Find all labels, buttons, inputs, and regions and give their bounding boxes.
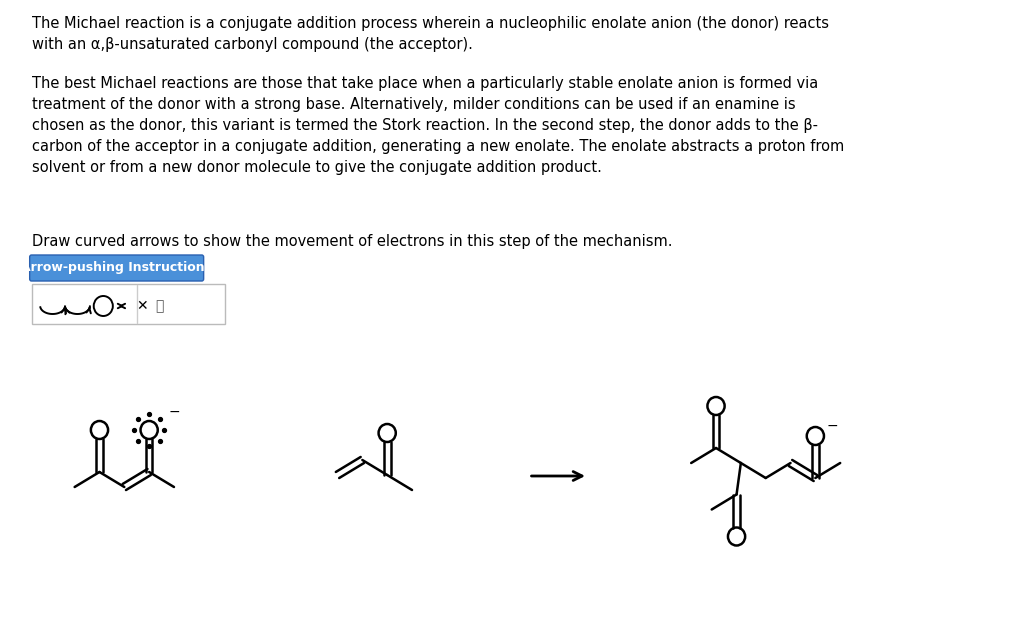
Text: 🗑: 🗑 bbox=[156, 299, 164, 313]
Text: ✕: ✕ bbox=[136, 299, 148, 313]
FancyBboxPatch shape bbox=[30, 255, 204, 281]
Text: Arrow-pushing Instructions: Arrow-pushing Instructions bbox=[22, 261, 212, 274]
Text: The Michael reaction is a conjugate addition process wherein a nucleophilic enol: The Michael reaction is a conjugate addi… bbox=[32, 16, 828, 52]
Text: −: − bbox=[168, 405, 180, 419]
Text: Draw curved arrows to show the movement of electrons in this step of the mechani: Draw curved arrows to show the movement … bbox=[32, 234, 672, 249]
FancyBboxPatch shape bbox=[32, 284, 224, 324]
Text: −: − bbox=[826, 419, 839, 433]
Text: The best Michael reactions are those that take place when a particularly stable : The best Michael reactions are those tha… bbox=[32, 76, 844, 175]
